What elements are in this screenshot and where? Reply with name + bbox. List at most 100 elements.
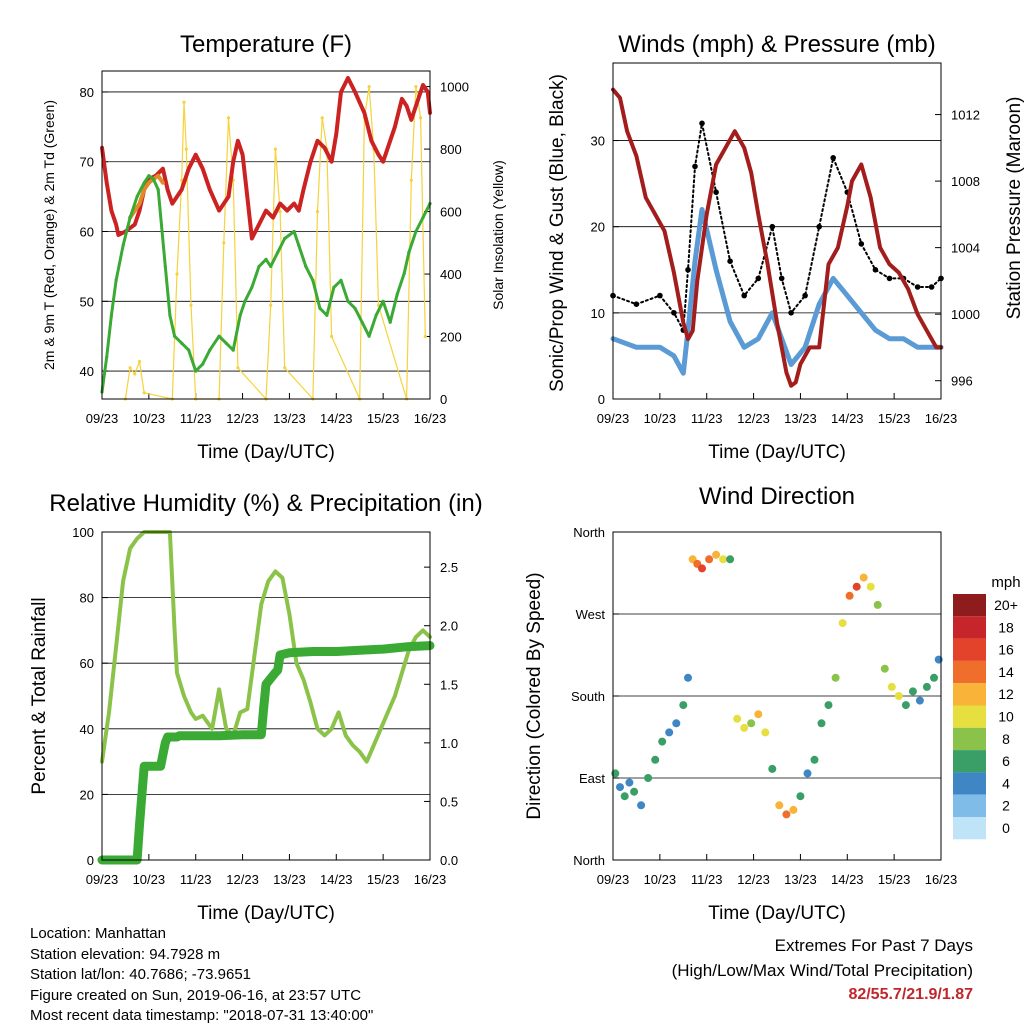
relative-humidity-point <box>107 710 111 715</box>
2m-td-point <box>360 320 364 324</box>
winds-plot-area: 0 10 20 30 996 1000 1004 1008 1012 09/23 10/23 11/2… <box>591 87 980 426</box>
colorbar-swatch <box>953 683 986 706</box>
relative-humidity-point <box>351 743 355 747</box>
2m-td-point <box>374 313 378 317</box>
2m-td-point <box>395 292 399 296</box>
2m-td-point <box>407 250 411 254</box>
info-latlon: Station lat/lon: 40.7686; -73.9651 <box>30 966 252 983</box>
2m-t-point <box>301 188 306 192</box>
total-precipitation-line <box>97 641 435 865</box>
station-pressure-point <box>808 345 812 349</box>
relative-humidity-point <box>194 717 198 721</box>
y-tick-label: East <box>579 771 605 786</box>
relative-humidity-point <box>372 743 376 747</box>
total-precipitation-point <box>334 649 338 654</box>
colorbar-label: 16 <box>998 642 1014 658</box>
direction-ylabel-left: Direction (Colored By Speed) <box>524 572 545 819</box>
total-precipitation-point <box>358 648 362 652</box>
relative-humidity-point <box>266 579 270 583</box>
direction-xlabel: Time (Day/UTC) <box>708 903 846 924</box>
colorbar-label: 14 <box>998 664 1014 680</box>
gust-point <box>802 292 808 299</box>
2m-td-point <box>414 229 418 234</box>
relative-humidity-point <box>189 710 193 715</box>
2m-t-point <box>315 139 320 143</box>
2m-td-point <box>208 348 212 352</box>
station-pressure-point <box>705 212 709 216</box>
colorbar-swatch <box>953 750 986 773</box>
gust-point <box>830 155 836 161</box>
direction-point <box>733 714 742 723</box>
2m-t-point <box>116 233 120 237</box>
direction-point <box>824 701 833 710</box>
2m-td-point <box>105 355 109 359</box>
solar-insolation-point <box>423 334 427 339</box>
2m-td-point <box>217 334 221 338</box>
2m-t-point <box>105 181 109 185</box>
y2-tick-label: 1000 <box>951 307 980 322</box>
relative-humidity-point <box>315 727 320 731</box>
y-tick-label: North <box>573 525 605 540</box>
x-tick-label: 11/23 <box>691 411 723 426</box>
direction-frame <box>612 531 942 861</box>
total-precipitation-point <box>163 741 167 745</box>
direction-title: Wind Direction <box>699 483 855 510</box>
temperature-frame <box>101 70 431 400</box>
y-tick-label: 80 <box>80 85 94 100</box>
direction-point <box>754 710 763 719</box>
station-pressure-point <box>826 262 831 266</box>
total-precipitation-point <box>241 733 245 737</box>
speed-colorbar: 20+ 18 16 14 12 10 8 6 4 2 0 <box>953 594 1018 840</box>
2m-t-point <box>241 153 245 157</box>
x-tick-label: 15/23 <box>367 872 400 887</box>
total-precipitation-point <box>259 733 263 737</box>
2m-td-point <box>381 299 385 303</box>
x-tick-label: 15/23 <box>367 411 400 426</box>
gust-point <box>928 284 935 290</box>
x-tick-label: 12/23 <box>226 411 259 426</box>
y-tick-label: 30 <box>591 134 605 149</box>
total-precipitation-point <box>311 649 315 654</box>
relative-humidity-point <box>135 537 139 541</box>
extremes-heading: Extremes For Past 7 Days <box>774 936 973 955</box>
2m-t-point <box>201 167 205 171</box>
total-precipitation-point <box>381 647 385 651</box>
y-tick-label: 40 <box>80 722 94 737</box>
relative-humidity-point <box>294 661 299 665</box>
y2-tick-label: 1.0 <box>440 736 458 751</box>
direction-point <box>930 673 938 682</box>
solar-insolation-point <box>278 210 282 214</box>
station-pressure-point <box>845 204 849 208</box>
relative-humidity-point <box>210 727 214 731</box>
wind-point <box>817 302 821 306</box>
2m-t-point <box>353 90 357 94</box>
colorbar-swatch <box>953 705 986 728</box>
9m-t-point <box>137 202 142 206</box>
colorbar-label: 6 <box>1002 753 1010 769</box>
y-tick-label: 70 <box>80 155 94 170</box>
direction-point <box>698 564 706 573</box>
y2-tick-label: 1.5 <box>440 677 458 692</box>
2m-t-point <box>323 146 327 150</box>
wind-point <box>859 311 863 315</box>
winds-panel: 0 10 20 30 996 1000 1004 1008 1012 09/23 10/23 11/2… <box>547 31 1024 463</box>
direction-point <box>880 664 889 673</box>
2m-td-point <box>173 334 177 338</box>
direction-point <box>859 573 868 582</box>
relative-humidity-point <box>259 602 263 606</box>
relative-humidity-point <box>421 628 425 633</box>
direction-point <box>747 719 756 728</box>
direction-point <box>852 582 861 591</box>
x-tick-label: 11/23 <box>180 411 212 426</box>
2m-t-point <box>208 188 212 192</box>
x-tick-label: 12/23 <box>737 411 770 426</box>
x-tick-label: 12/23 <box>226 872 259 887</box>
extremes-box: Extremes For Past 7 Days (High/Low/Max W… <box>672 934 973 1008</box>
y-tick-label: 40 <box>80 364 94 379</box>
x-tick-label: 12/23 <box>737 872 770 887</box>
wind-point <box>803 345 807 349</box>
total-precipitation-point <box>405 645 409 649</box>
y-tick-label: 20 <box>80 787 94 802</box>
2m-t-point <box>161 167 165 171</box>
